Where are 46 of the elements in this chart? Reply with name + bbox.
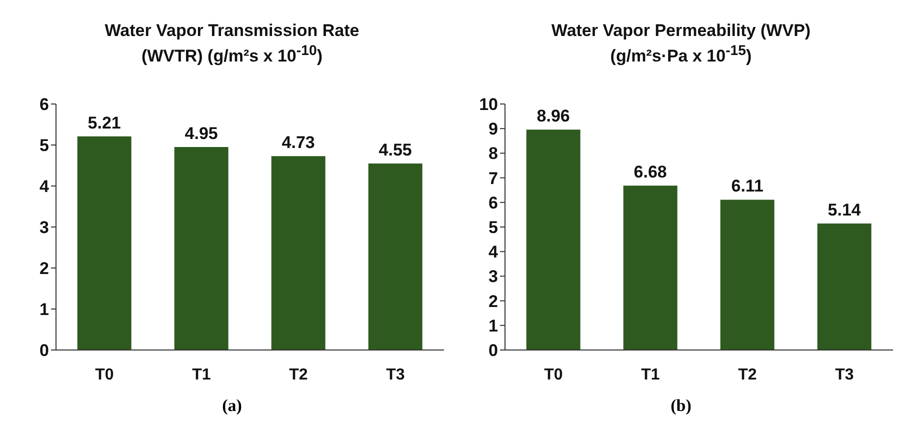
bar [77, 136, 132, 350]
y-tick-label: 2 [40, 259, 49, 278]
y-tick-label: 6 [488, 193, 498, 212]
x-tick-label: T1 [641, 366, 660, 384]
y-tick-label: 1 [488, 316, 498, 336]
x-tick-label: T3 [835, 366, 854, 384]
bar [526, 130, 580, 350]
data-label: 4.73 [282, 133, 315, 152]
x-tick-label: T3 [386, 366, 405, 384]
x-tick-label: T1 [192, 366, 211, 384]
bar [271, 156, 326, 350]
text: (a) [221, 396, 243, 416]
bar [720, 200, 774, 350]
data-label: 4.95 [184, 124, 218, 144]
data-label: 6.68 [634, 162, 667, 182]
y-tick-label: 4 [488, 242, 499, 262]
data-label: 5.21 [88, 113, 121, 132]
y-tick-label: 4 [40, 177, 50, 196]
data-label: 4.55 [378, 140, 412, 160]
y-tick-label: 5 [488, 218, 498, 238]
y-tick-label: 0 [40, 341, 49, 360]
y-tick-label: 6 [40, 95, 49, 114]
data-label: 6.11 [731, 176, 764, 196]
data-label: 5.14 [828, 200, 862, 220]
y-tick-label: 3 [40, 218, 49, 238]
text: (b) [670, 396, 692, 416]
x-tick-label: T2 [738, 366, 757, 384]
data-label: 8.96 [536, 106, 570, 126]
bar [174, 147, 228, 350]
x-tick-label: T0 [95, 366, 114, 384]
y-tick-label: 9 [488, 120, 498, 139]
bar [368, 163, 422, 350]
x-tick-label: T0 [544, 366, 563, 384]
bar [817, 224, 872, 350]
y-tick-label: 8 [488, 144, 498, 164]
chart-title: Water Vapor Transmission Rate (WVTR) (g/m²s x 10$^{-10}$) [104, 20, 360, 68]
y-tick-label: 5 [40, 136, 49, 156]
y-tick-label: 10 [479, 95, 498, 114]
y-tick-label: 0 [488, 341, 498, 360]
y-tick-label: 7 [488, 168, 498, 188]
chart-title: Water Vapor Permeability (WVP) (g/m²s·Pa x 10$^{-15}$) [550, 20, 812, 68]
y-tick-label: 3 [488, 267, 498, 286]
y-tick-label: 2 [488, 292, 498, 311]
x-tick-label: T2 [289, 366, 308, 384]
bar [623, 186, 678, 350]
y-tick-label: 1 [40, 300, 49, 320]
